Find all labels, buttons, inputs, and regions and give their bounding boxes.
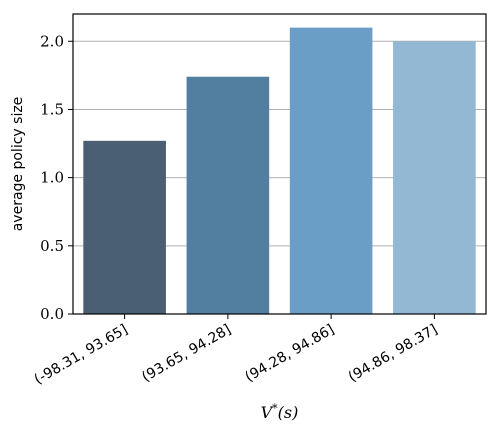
x-axis-ticks: (-98.31, 93.65] (93.65, 94.28] (94.28, 94.… [32, 314, 441, 388]
x-tick-label: (94.86, 98.37] [346, 322, 441, 386]
bar [186, 76, 270, 315]
y-tick-label: 1.0 [40, 169, 64, 187]
y-axis-ticks: 0.0 0.5 1.0 1.5 2.0 [40, 32, 73, 323]
y-axis-label: average policy size [10, 97, 26, 232]
bars [83, 27, 476, 315]
x-tick-label: (93.65, 94.28] [139, 322, 234, 386]
y-tick-label: 0.5 [40, 237, 64, 255]
y-tick-label: 1.5 [40, 100, 64, 118]
y-tick-label: 0.0 [40, 305, 64, 323]
bar [83, 140, 166, 314]
x-tick-label: (-98.31, 93.65] [32, 322, 131, 388]
x-axis-label: V*(s) [261, 402, 299, 422]
plot-frame [72, 13, 487, 315]
y-tick-label: 2.0 [40, 32, 64, 50]
bar [289, 27, 373, 315]
bar [393, 41, 476, 314]
x-tick-label: (94.28, 94.86] [243, 322, 338, 386]
